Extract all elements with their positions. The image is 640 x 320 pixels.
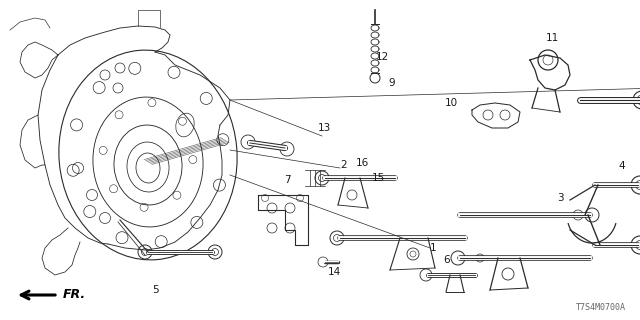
Text: T7S4M0700A: T7S4M0700A bbox=[576, 303, 626, 312]
Text: 2: 2 bbox=[340, 160, 347, 170]
Text: 11: 11 bbox=[546, 33, 559, 43]
Text: 9: 9 bbox=[388, 78, 395, 88]
Text: 1: 1 bbox=[430, 243, 436, 253]
Text: 16: 16 bbox=[356, 158, 369, 168]
Text: 10: 10 bbox=[445, 98, 458, 108]
Text: 5: 5 bbox=[152, 285, 159, 295]
Text: 6: 6 bbox=[443, 255, 450, 265]
Text: 13: 13 bbox=[318, 123, 332, 133]
Text: FR.: FR. bbox=[63, 289, 86, 301]
Text: 7: 7 bbox=[284, 175, 291, 185]
Text: 14: 14 bbox=[328, 267, 341, 277]
Text: 4: 4 bbox=[618, 161, 625, 171]
Text: 3: 3 bbox=[557, 193, 564, 203]
Text: 12: 12 bbox=[376, 52, 389, 62]
Text: 15: 15 bbox=[372, 173, 385, 183]
